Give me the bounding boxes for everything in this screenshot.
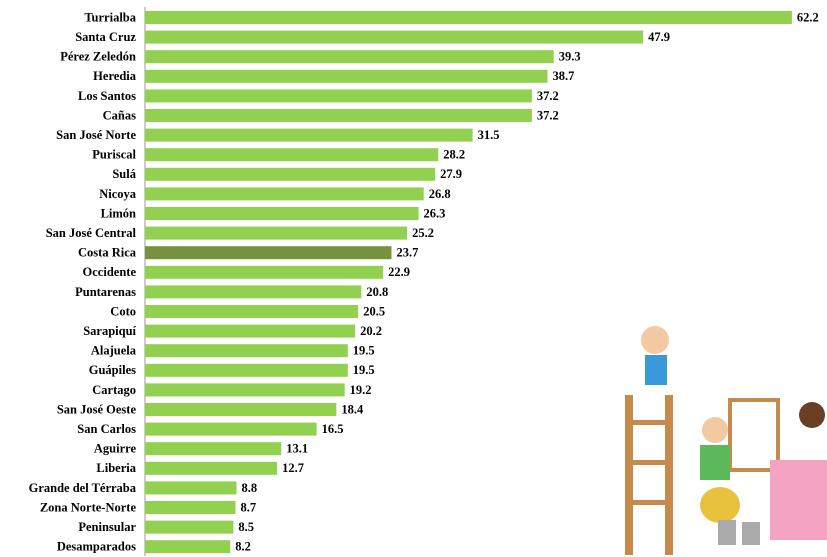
category-label: Alajuela xyxy=(91,344,137,358)
value-label: 13.1 xyxy=(286,442,308,456)
bar xyxy=(145,246,392,260)
value-label: 22.9 xyxy=(388,265,410,279)
value-label: 26.3 xyxy=(424,206,446,220)
bar xyxy=(145,324,356,338)
bar xyxy=(145,207,419,220)
category-label: San José Oeste xyxy=(57,402,137,416)
bar xyxy=(145,422,317,436)
bar xyxy=(145,11,792,24)
value-label: 37.2 xyxy=(537,108,559,122)
category-label: Cartago xyxy=(92,383,136,397)
value-label: 12.7 xyxy=(282,461,304,475)
value-label: 20.2 xyxy=(360,324,382,338)
bar xyxy=(145,167,436,181)
category-label: San José Norte xyxy=(56,128,136,142)
category-label: Coto xyxy=(110,304,136,318)
bar xyxy=(145,344,348,358)
bar xyxy=(145,148,439,162)
category-label: San Carlos xyxy=(77,422,136,436)
category-label: Aguirre xyxy=(94,442,137,456)
bar xyxy=(145,187,424,201)
value-label: 25.2 xyxy=(412,226,434,240)
category-label: Puriscal xyxy=(92,148,136,162)
value-label: 19.2 xyxy=(350,383,372,397)
bar xyxy=(145,363,348,377)
bar xyxy=(145,30,644,44)
category-label: San José Central xyxy=(46,226,137,240)
bar xyxy=(145,501,236,514)
category-label: Turrialba xyxy=(84,10,136,24)
value-label: 23.7 xyxy=(396,246,418,260)
category-label: Los Santos xyxy=(78,89,136,103)
value-label: 28.2 xyxy=(443,148,465,162)
category-label: Guápiles xyxy=(89,363,136,377)
decoration xyxy=(625,326,827,555)
value-label: 62.2 xyxy=(797,10,819,24)
value-label: 18.4 xyxy=(341,402,364,416)
category-label: Cañas xyxy=(103,108,136,122)
bar xyxy=(145,540,231,554)
category-label: Occidente xyxy=(83,265,137,279)
category-label: Heredia xyxy=(93,69,137,83)
category-label: Zona Norte-Norte xyxy=(40,500,137,514)
value-label: 19.5 xyxy=(353,363,375,377)
category-label: Costa Rica xyxy=(78,246,137,260)
bar xyxy=(145,520,234,534)
value-label: 47.9 xyxy=(648,30,670,44)
category-label: Limón xyxy=(101,206,136,220)
value-label: 16.5 xyxy=(322,422,344,436)
bar xyxy=(145,109,532,122)
category-label: Nicoya xyxy=(99,187,137,201)
bar xyxy=(145,461,278,475)
value-label: 39.3 xyxy=(559,50,581,64)
value-label: 8.7 xyxy=(240,500,256,514)
bar xyxy=(145,481,237,495)
bar xyxy=(145,69,548,83)
category-label: Sarapiquí xyxy=(83,324,136,338)
value-label: 26.8 xyxy=(429,187,451,201)
bar xyxy=(145,305,359,318)
bar xyxy=(145,403,337,416)
value-label: 8.2 xyxy=(235,540,251,554)
value-label: 20.5 xyxy=(363,304,385,318)
value-label: 20.8 xyxy=(366,285,388,299)
value-label: 31.5 xyxy=(478,128,500,142)
category-label: Desamparados xyxy=(57,540,136,554)
category-label: Pérez Zeledón xyxy=(60,50,136,64)
value-label: 19.5 xyxy=(353,344,375,358)
category-label: Peninsular xyxy=(78,520,136,534)
bar xyxy=(145,285,362,299)
value-label: 27.9 xyxy=(440,167,462,181)
bar xyxy=(145,226,408,240)
bar xyxy=(145,442,282,456)
category-label: Sulá xyxy=(112,167,136,181)
value-label: 38.7 xyxy=(552,69,574,83)
value-label: 8.5 xyxy=(238,520,254,534)
value-label: 37.2 xyxy=(537,89,559,103)
category-label: Santa Cruz xyxy=(75,30,136,44)
bar xyxy=(145,383,345,397)
bar xyxy=(145,265,384,279)
bar xyxy=(145,50,554,64)
category-label: Grande del Térraba xyxy=(29,481,137,495)
bar xyxy=(145,128,473,142)
bar xyxy=(145,89,532,103)
value-label: 8.8 xyxy=(242,481,258,495)
category-label: Liberia xyxy=(96,461,136,475)
category-label: Puntarenas xyxy=(75,285,136,299)
